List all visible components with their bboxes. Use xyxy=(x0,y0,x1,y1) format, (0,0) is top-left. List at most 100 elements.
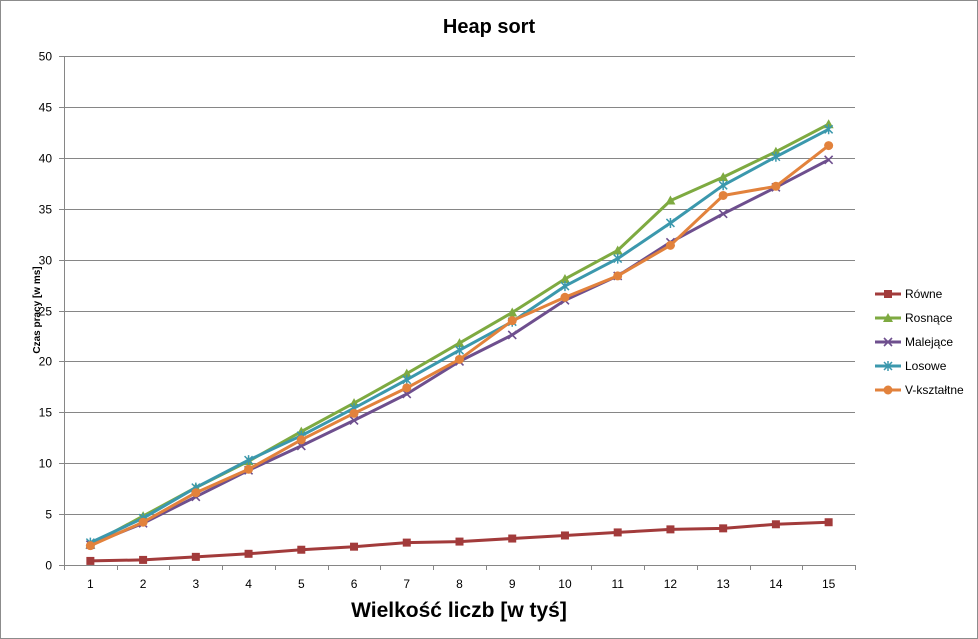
x-tick-label: 13 xyxy=(716,577,730,591)
data-point xyxy=(560,292,570,302)
data-point xyxy=(560,281,570,292)
y-tick-label: 45 xyxy=(39,101,53,115)
x-tick-label: 1 xyxy=(87,577,94,591)
legend-item: Losowe xyxy=(875,359,947,373)
y-tick-label: 30 xyxy=(39,254,53,268)
data-point xyxy=(85,541,95,551)
data-point xyxy=(349,415,359,426)
x-tick-label: 10 xyxy=(558,577,572,591)
legend-label: Równe xyxy=(905,287,943,301)
y-tick-label: 10 xyxy=(39,457,53,471)
data-point xyxy=(665,217,675,228)
x-tick-label: 7 xyxy=(403,577,410,591)
legend-item: Równe xyxy=(875,287,943,301)
legend-marker xyxy=(883,385,893,395)
data-point xyxy=(138,517,148,527)
chart-title: Heap sort xyxy=(443,16,536,38)
data-point xyxy=(824,518,833,527)
series-losowe xyxy=(85,124,834,548)
data-point xyxy=(559,273,570,283)
legend-item: V-kształtne xyxy=(875,383,964,397)
data-point xyxy=(719,524,728,533)
data-point xyxy=(824,155,834,165)
data-point xyxy=(771,151,781,162)
data-point xyxy=(824,124,834,135)
x-tick-label: 15 xyxy=(822,577,836,591)
data-point xyxy=(718,190,728,200)
y-tick-label: 15 xyxy=(39,406,53,420)
data-point xyxy=(613,528,622,537)
data-point xyxy=(244,549,253,558)
data-point xyxy=(507,316,517,326)
data-point xyxy=(191,488,201,498)
y-tick-label: 20 xyxy=(39,355,53,369)
data-point xyxy=(402,538,411,547)
data-point xyxy=(402,383,412,393)
y-tick-label: 25 xyxy=(39,305,53,319)
legend-label: V-kształtne xyxy=(905,383,964,397)
legend-marker xyxy=(883,361,893,371)
data-point xyxy=(455,354,464,364)
data-point xyxy=(86,556,95,565)
data-point xyxy=(666,525,675,534)
data-point xyxy=(613,253,623,264)
x-tick-label: 8 xyxy=(456,577,463,591)
data-point xyxy=(507,307,518,317)
data-point xyxy=(454,338,465,348)
data-point xyxy=(665,240,675,250)
legend-marker xyxy=(883,337,893,347)
y-axis-title: Czas pracy [w ms] xyxy=(32,266,43,353)
legend-marker xyxy=(883,313,893,322)
data-point xyxy=(771,520,780,529)
data-point xyxy=(718,172,729,182)
data-point xyxy=(244,464,254,474)
series-layer xyxy=(85,119,834,565)
x-tick-label: 2 xyxy=(140,577,147,591)
data-point xyxy=(402,374,412,385)
data-point xyxy=(507,330,517,340)
x-axis-title: Wielkość liczb [w tyś] xyxy=(351,599,567,622)
legend-label: Losowe xyxy=(905,359,947,373)
x-tick-label: 12 xyxy=(664,577,678,591)
legend-label: Malejące xyxy=(905,335,953,349)
y-tick-label: 50 xyxy=(39,50,53,64)
legend: Równe Rosnące Malejące Losowe V-kształtne xyxy=(875,287,964,397)
x-tick-label: 6 xyxy=(351,577,358,591)
data-point xyxy=(718,180,728,191)
x-tick-label: 11 xyxy=(611,577,624,591)
x-tick-label: 5 xyxy=(298,577,305,591)
y-tick-label: 0 xyxy=(45,559,52,573)
data-point xyxy=(454,345,465,356)
data-point xyxy=(349,408,359,418)
series-line xyxy=(89,127,830,544)
data-point xyxy=(296,435,306,445)
x-tick-label: 3 xyxy=(192,577,199,591)
data-point xyxy=(560,531,569,540)
data-point xyxy=(613,271,623,281)
data-point xyxy=(824,141,834,151)
series-v-kszta-tne xyxy=(85,141,834,551)
y-tick-label: 5 xyxy=(45,508,52,522)
data-point xyxy=(139,555,148,564)
data-point xyxy=(508,534,517,543)
legend-label: Rosnące xyxy=(905,311,953,325)
data-point xyxy=(771,181,781,191)
data-point xyxy=(297,545,306,554)
data-point xyxy=(455,537,464,546)
data-point xyxy=(191,552,200,561)
legend-marker xyxy=(884,290,892,298)
series-line xyxy=(89,122,830,546)
y-tick-label: 35 xyxy=(39,203,53,217)
data-point xyxy=(244,455,254,466)
x-tick-label: 9 xyxy=(509,577,516,591)
data-point xyxy=(612,245,623,255)
series-r-wne xyxy=(86,518,833,565)
gridlines xyxy=(64,56,855,515)
data-point xyxy=(401,368,412,378)
data-point xyxy=(350,542,359,551)
data-point xyxy=(665,195,676,205)
y-tick-label: 40 xyxy=(39,152,53,166)
